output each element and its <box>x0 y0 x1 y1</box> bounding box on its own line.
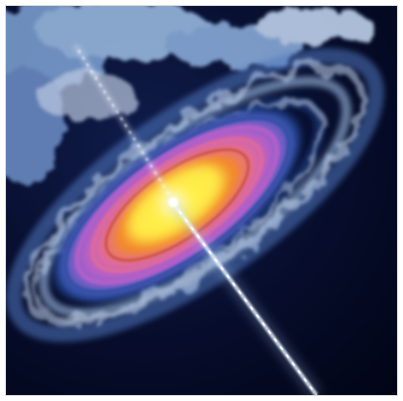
upper-jet <box>73 44 175 203</box>
lower-jet <box>169 200 321 395</box>
artwork-svg <box>6 6 397 395</box>
upper-cloud <box>6 6 375 186</box>
accretion-disk-artwork <box>5 5 398 396</box>
central-source <box>168 197 179 207</box>
